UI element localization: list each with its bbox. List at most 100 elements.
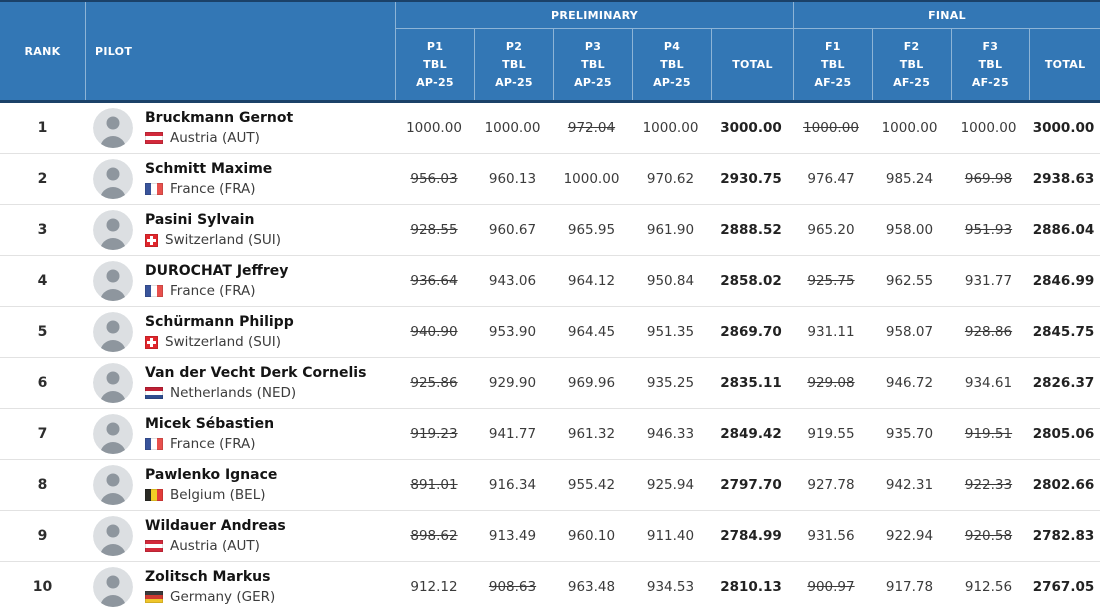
flag-icon — [145, 183, 163, 195]
pilot-country: Netherlands (NED) — [170, 385, 297, 401]
pilot-cell: Wildauer Andreas Austria (AUT) — [85, 511, 395, 561]
score-cell-p4: 946.33 — [646, 426, 695, 442]
final-total-cell: 2802.66 — [1032, 477, 1095, 493]
pilot-country-line: Germany (GER) — [145, 589, 275, 605]
pilot-name: Schmitt Maxime — [145, 161, 273, 177]
prelim-total-cell: 3000.00 — [720, 120, 782, 136]
person-icon — [93, 567, 133, 607]
round-label: F3 — [982, 40, 999, 53]
final-group-label: FINAL — [794, 2, 1100, 29]
score-cell-p2: 941.77 — [488, 426, 537, 442]
prelim-total-cell: 2835.11 — [720, 375, 782, 391]
score-cell-p2: 960.13 — [488, 171, 537, 187]
person-icon — [93, 465, 133, 505]
pilot-info: Wildauer Andreas Austria (AUT) — [145, 518, 286, 554]
person-icon — [93, 108, 133, 148]
rank-cell: 1 — [37, 120, 48, 136]
person-icon — [93, 159, 133, 199]
score-cell-p1: 891.01 — [410, 477, 458, 493]
pilot-avatar — [93, 261, 133, 301]
pilot-country-line: Austria (AUT) — [145, 538, 286, 554]
score-cell-f3: 922.33 — [964, 477, 1013, 493]
flag-icon — [145, 233, 158, 247]
prelim-total-cell: 2797.70 — [720, 477, 782, 493]
score-cell-p3: 969.96 — [567, 375, 616, 391]
person-icon — [93, 261, 133, 301]
score-cell-f3: 934.61 — [964, 375, 1013, 391]
pilot-country-line: Austria (AUT) — [145, 130, 293, 146]
score-cell-p2: 908.63 — [488, 579, 537, 595]
col-header-final-total: TOTAL — [1029, 29, 1100, 100]
flag-icon — [145, 285, 163, 297]
score-cell-f1: 931.11 — [807, 324, 855, 340]
final-total-cell: 2886.04 — [1032, 222, 1095, 238]
pilot-info: DUROCHAT Jeffrey France (FRA) — [145, 263, 288, 299]
score-cell-p1: 912.12 — [410, 579, 458, 595]
score-cell-f2: 958.00 — [885, 222, 934, 238]
pilot-cell: Schmitt Maxime France (FRA) — [85, 154, 395, 204]
table-row: 4 DUROCHAT Jeffrey France (FRA) 936.64 94… — [0, 256, 1100, 307]
score-cell-p3: 1000.00 — [563, 171, 620, 187]
flag-icon — [145, 540, 163, 552]
pilot-name: Van der Vecht Derk Cornelis — [145, 365, 367, 381]
rank-cell: 9 — [37, 528, 48, 544]
col-header-p1: P1 TBL AP-25 — [396, 29, 474, 100]
col-header-prelim-total: TOTAL — [711, 29, 793, 100]
tbl-label: TBL — [423, 58, 447, 71]
score-cell-f2: 962.55 — [885, 273, 934, 289]
score-cell-p3: 964.12 — [567, 273, 616, 289]
score-cell-f3: 1000.00 — [960, 120, 1017, 136]
score-cell-p4: 951.35 — [646, 324, 695, 340]
score-cell-p1: 925.86 — [410, 375, 458, 391]
tbl-label: TBL — [581, 58, 605, 71]
ap25-label: AP-25 — [495, 76, 533, 89]
rank-cell: 7 — [37, 426, 48, 442]
pilot-name: DUROCHAT Jeffrey — [145, 263, 289, 279]
tbl-label: TBL — [978, 58, 1003, 71]
person-icon — [93, 516, 133, 556]
af25-label: AF-25 — [971, 76, 1009, 89]
score-cell-f1: 900.97 — [807, 579, 855, 595]
score-cell-f1: 929.08 — [807, 375, 855, 391]
score-cell-f2: 946.72 — [885, 375, 934, 391]
pilot-country: Switzerland (SUI) — [165, 232, 282, 248]
score-cell-p1: 928.55 — [410, 222, 458, 238]
final-total-cell: 2805.06 — [1032, 426, 1095, 442]
pilot-info: Schmitt Maxime France (FRA) — [145, 161, 272, 197]
pilot-cell: DUROCHAT Jeffrey France (FRA) — [85, 256, 395, 306]
pilot-avatar — [93, 159, 133, 199]
pilot-country: France (FRA) — [170, 181, 256, 197]
final-total-cell: 2938.63 — [1032, 171, 1095, 187]
score-cell-p4: 1000.00 — [642, 120, 699, 136]
preliminary-group-label: PRELIMINARY — [396, 2, 793, 29]
final-total-cell: 2782.83 — [1032, 528, 1095, 544]
pilot-avatar — [93, 108, 133, 148]
round-label: P4 — [663, 40, 681, 53]
score-cell-p4: 935.25 — [646, 375, 695, 391]
pilot-country-line: France (FRA) — [145, 436, 274, 452]
score-cell-f1: 927.78 — [807, 477, 855, 493]
score-cell-f1: 965.20 — [807, 222, 855, 238]
preliminary-subheaders: P1 TBL AP-25 P2 TBL AP-25 P3 TBL AP-25 P… — [396, 29, 793, 100]
score-cell-f3: 928.86 — [964, 324, 1013, 340]
score-cell-f2: 1000.00 — [881, 120, 938, 136]
pilot-name: Zolitsch Markus — [145, 569, 271, 585]
pilot-country-line: France (FRA) — [145, 181, 272, 197]
score-cell-p3: 960.10 — [567, 528, 616, 544]
col-header-f1: F1 TBL AF-25 — [794, 29, 872, 100]
pilot-cell: Zolitsch Markus Germany (GER) — [85, 562, 395, 609]
total-label: TOTAL — [1044, 58, 1086, 71]
score-cell-p1: 940.90 — [410, 324, 458, 340]
pilot-info: Schürmann Philipp Switzerland (SUI) — [145, 314, 294, 350]
flag-icon — [145, 387, 163, 399]
score-cell-p1: 936.64 — [410, 273, 458, 289]
pilot-name: Pawlenko Ignace — [145, 467, 278, 483]
score-cell-f2: 958.07 — [885, 324, 934, 340]
score-cell-f2: 985.24 — [885, 171, 934, 187]
score-cell-p3: 963.48 — [567, 579, 616, 595]
table-header: RANK PILOT PRELIMINARY P1 TBL AP-25 P2 T… — [0, 0, 1100, 103]
prelim-total-cell: 2858.02 — [720, 273, 782, 289]
pilot-avatar — [93, 210, 133, 250]
score-cell-f2: 917.78 — [885, 579, 934, 595]
pilot-country: Belgium (BEL) — [170, 487, 266, 503]
